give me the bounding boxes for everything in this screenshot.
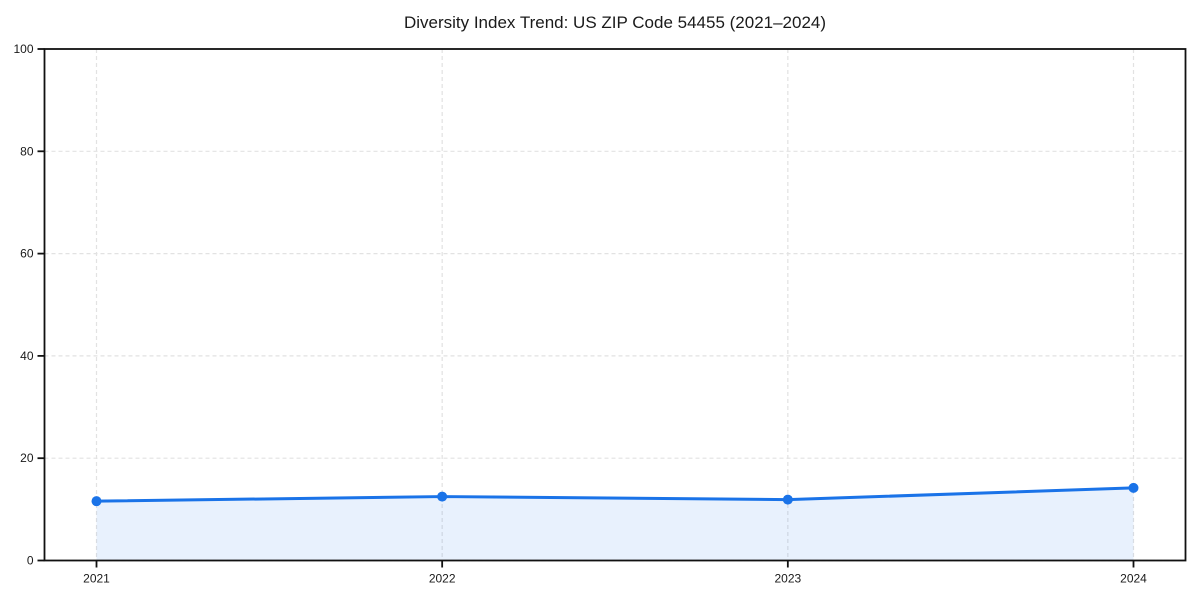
trend-line: [95, 486, 1135, 503]
plot-border: [43, 48, 1187, 562]
data-point: [1128, 482, 1139, 493]
x-axis-tick-label: 2023: [774, 572, 801, 586]
chart-title: Diversity Index Trend: US ZIP Code 54455…: [403, 13, 827, 32]
area-fill: [96, 487, 1134, 561]
x-axis-tick-label: 2022: [429, 572, 456, 586]
x-axis-tick-label: 2021: [83, 572, 110, 586]
y-axis-tick-label: 40: [20, 349, 34, 363]
x-axis-tick-label: 2024: [1120, 572, 1147, 586]
y-axis-tick-label: 0: [27, 554, 34, 568]
data-point: [782, 494, 793, 505]
data-point: [91, 496, 102, 507]
y-axis-tick-label: 60: [20, 247, 34, 261]
y-axis-tick-label: 20: [20, 451, 34, 465]
data-point: [437, 491, 448, 502]
y-axis-tick-label: 100: [13, 42, 33, 56]
y-axis-tick-label: 80: [20, 144, 34, 158]
